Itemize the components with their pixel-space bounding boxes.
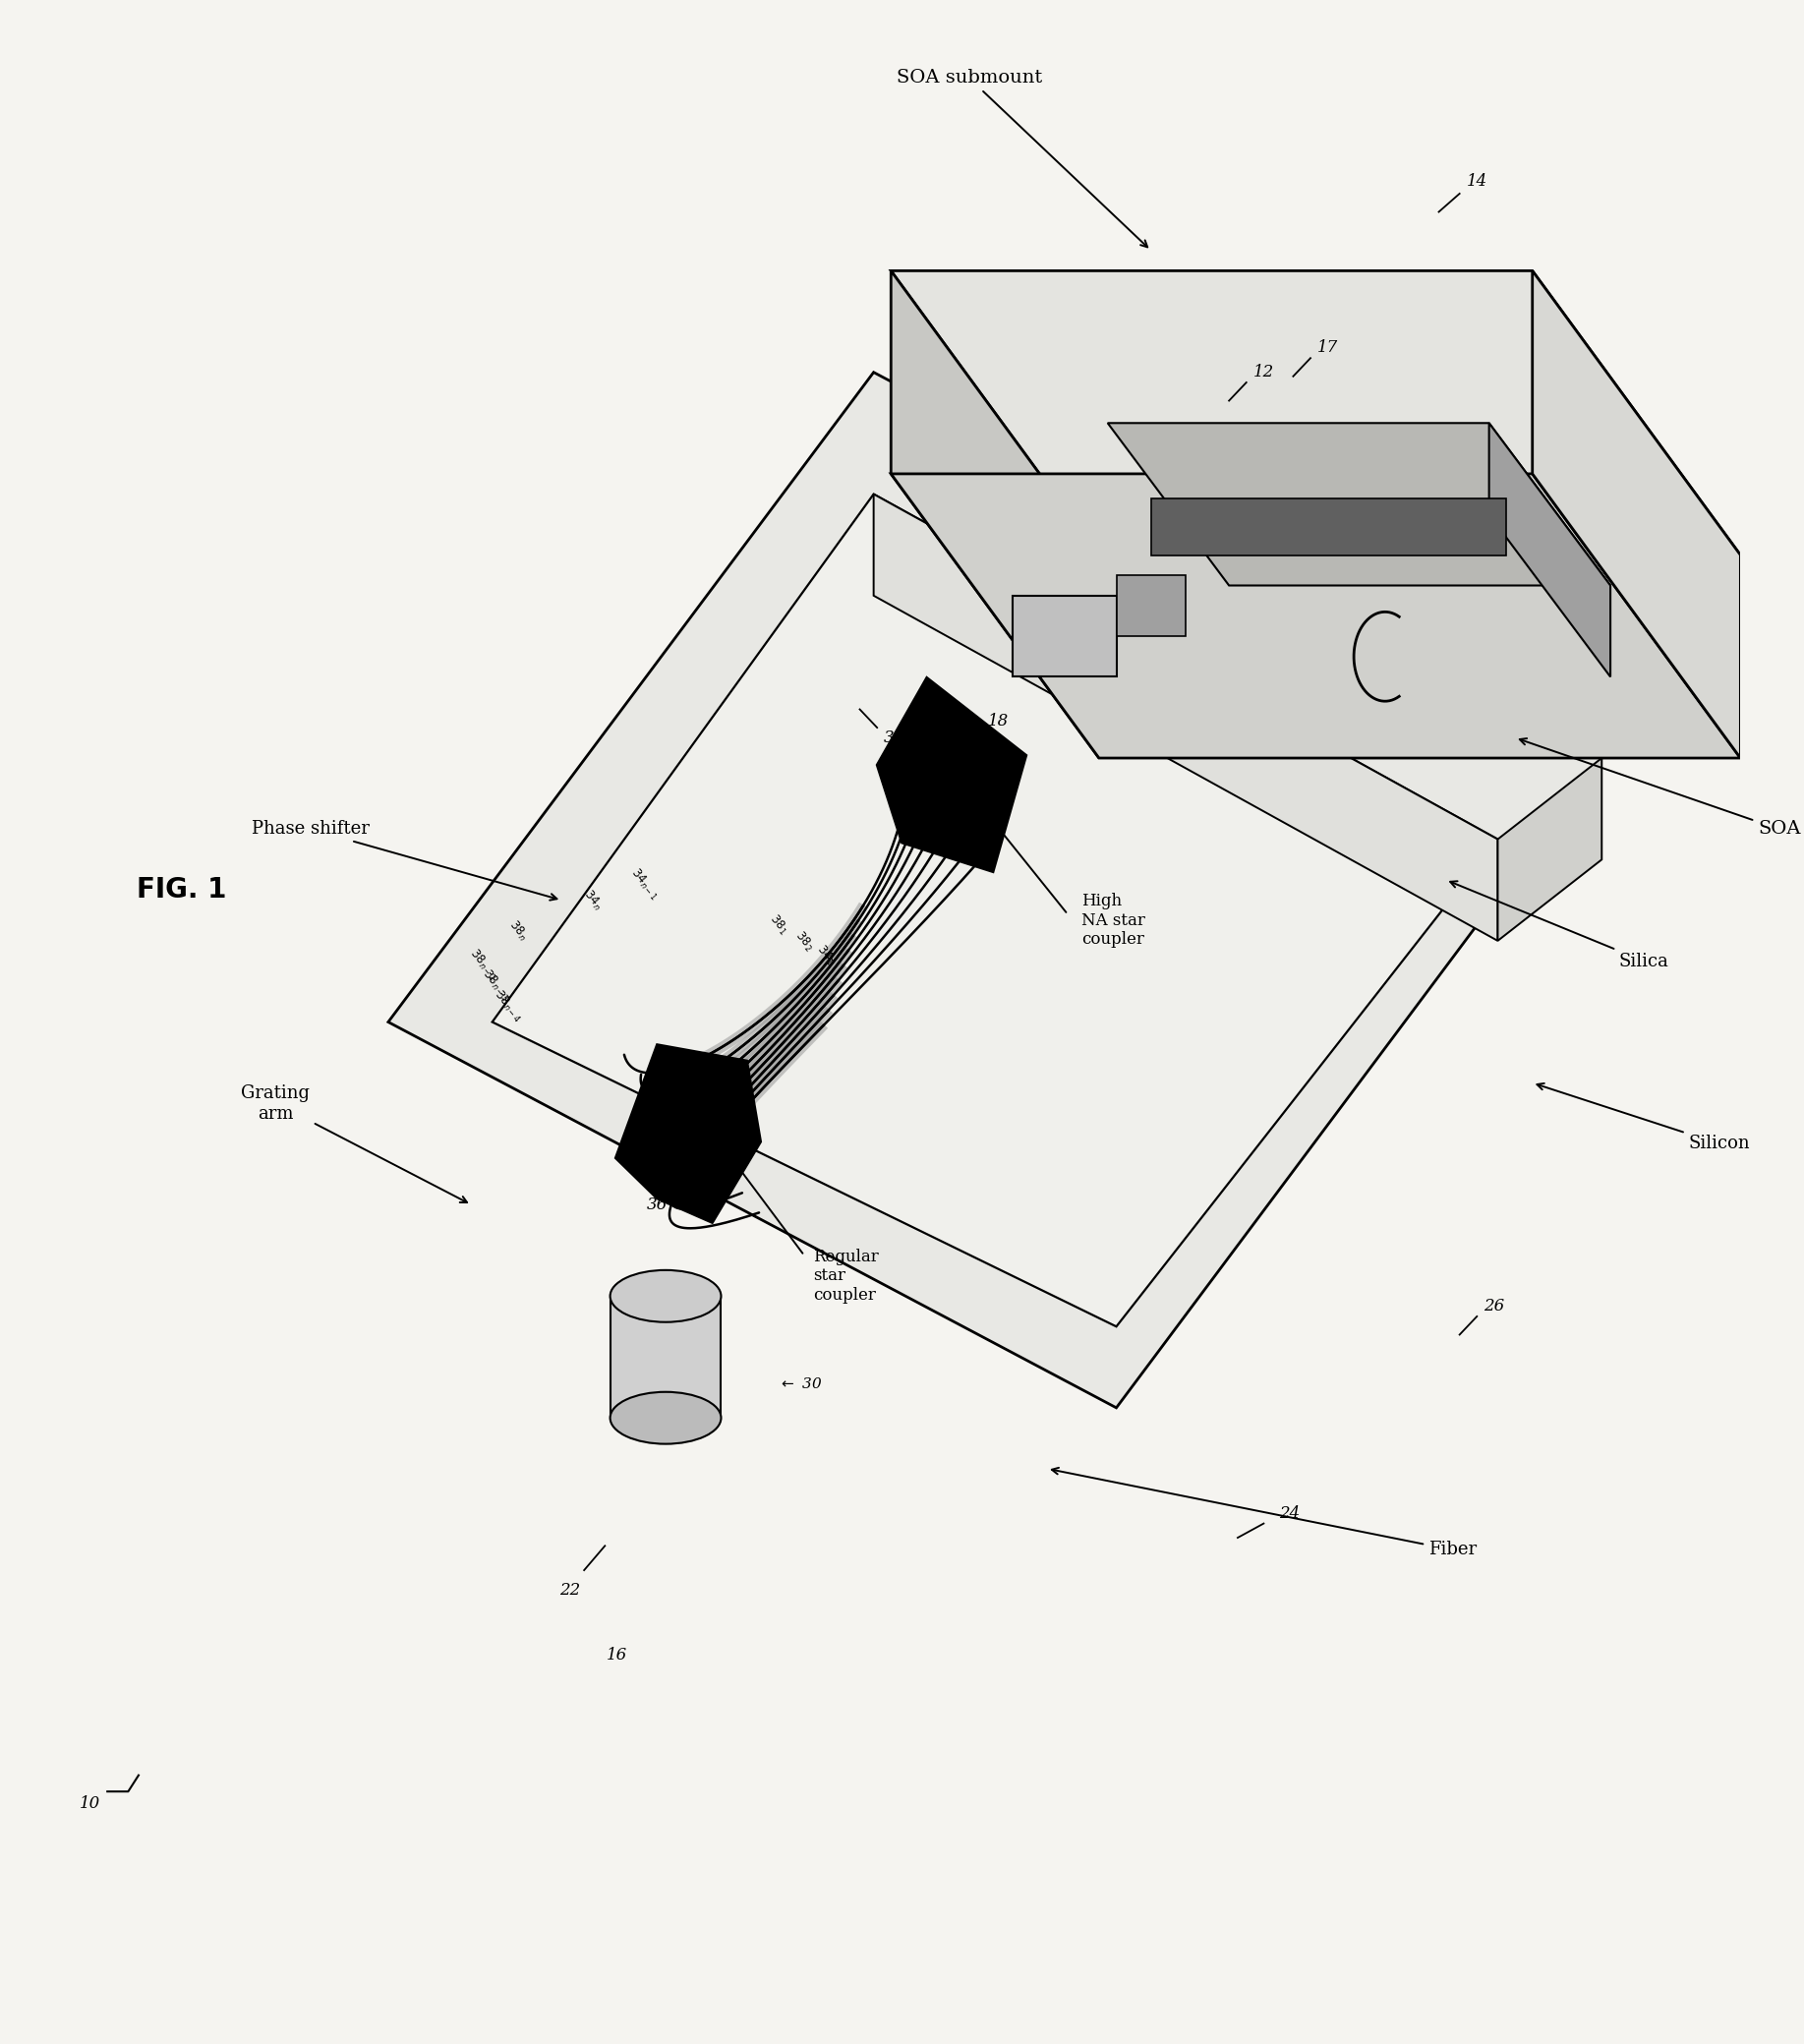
Text: Grating
arm: Grating arm bbox=[242, 1083, 467, 1202]
Ellipse shape bbox=[610, 1269, 722, 1322]
Ellipse shape bbox=[610, 1392, 722, 1443]
Text: $34_n$: $34_n$ bbox=[581, 887, 606, 914]
Polygon shape bbox=[1488, 423, 1611, 677]
Polygon shape bbox=[388, 372, 1602, 1408]
Polygon shape bbox=[610, 1296, 722, 1419]
Text: FIG. 1: FIG. 1 bbox=[137, 877, 227, 903]
Polygon shape bbox=[492, 495, 1497, 1327]
Polygon shape bbox=[615, 1044, 761, 1222]
Text: 26: 26 bbox=[1485, 1298, 1505, 1314]
Text: Fiber: Fiber bbox=[1052, 1468, 1477, 1560]
Polygon shape bbox=[891, 474, 1741, 758]
Text: $38_{n-3}$: $38_{n-3}$ bbox=[478, 967, 512, 1004]
Text: 18: 18 bbox=[989, 713, 1008, 730]
Polygon shape bbox=[1497, 758, 1602, 940]
Text: $\leftarrow$ 30: $\leftarrow$ 30 bbox=[778, 1376, 823, 1390]
Text: $38_{n-2}$: $38_{n-2}$ bbox=[465, 946, 502, 983]
Text: $38_{n-4}$: $38_{n-4}$ bbox=[491, 987, 525, 1024]
Text: 14: 14 bbox=[1467, 174, 1486, 190]
Text: 10: 10 bbox=[79, 1795, 101, 1813]
Polygon shape bbox=[1117, 574, 1185, 636]
Text: SOA submount: SOA submount bbox=[897, 69, 1147, 247]
Text: 24: 24 bbox=[1279, 1504, 1301, 1521]
Polygon shape bbox=[891, 270, 1741, 556]
Polygon shape bbox=[1108, 423, 1611, 585]
Text: 20: 20 bbox=[960, 754, 981, 771]
Text: 16: 16 bbox=[606, 1647, 628, 1664]
Polygon shape bbox=[877, 677, 1026, 873]
Text: $34_{n-1}$: $34_{n-1}$ bbox=[628, 865, 662, 903]
Text: Silica: Silica bbox=[1450, 881, 1669, 971]
Text: $34_1$: $34_1$ bbox=[812, 942, 837, 969]
Text: 32: 32 bbox=[884, 730, 906, 746]
Text: Phase shifter: Phase shifter bbox=[251, 820, 557, 899]
Text: Regular
star
coupler: Regular star coupler bbox=[814, 1249, 879, 1304]
Text: $38_1$: $38_1$ bbox=[765, 912, 790, 938]
Polygon shape bbox=[891, 270, 1099, 758]
Text: 17: 17 bbox=[1317, 339, 1339, 356]
Text: 36: 36 bbox=[646, 1196, 667, 1212]
Polygon shape bbox=[1151, 499, 1506, 556]
Text: $38_n$: $38_n$ bbox=[505, 918, 530, 944]
Text: SOA: SOA bbox=[1519, 738, 1800, 838]
Text: Silicon: Silicon bbox=[1537, 1083, 1750, 1153]
Polygon shape bbox=[873, 495, 1497, 940]
Polygon shape bbox=[1532, 270, 1741, 758]
Text: High
NA star
coupler: High NA star coupler bbox=[1082, 893, 1146, 948]
Text: 22: 22 bbox=[559, 1582, 581, 1598]
Text: $38_2$: $38_2$ bbox=[792, 928, 817, 955]
Polygon shape bbox=[1012, 595, 1117, 677]
Text: 12: 12 bbox=[1254, 364, 1274, 380]
